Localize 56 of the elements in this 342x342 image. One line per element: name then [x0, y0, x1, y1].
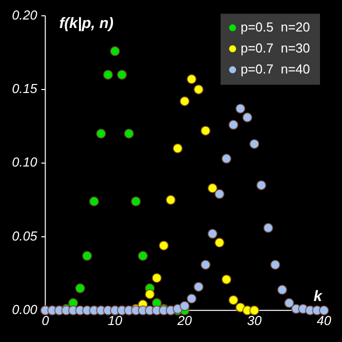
- point: [124, 128, 134, 139]
- point: [194, 84, 204, 94]
- point: [214, 189, 224, 200]
- legend-label: p=0.7 n=40: [240, 61, 310, 76]
- point: [180, 300, 190, 311]
- point: [144, 289, 155, 300]
- legend-label: p=0.5 n=20: [240, 19, 310, 34]
- point: [277, 284, 288, 295]
- y-tick-label: 0.15: [12, 81, 38, 96]
- point: [116, 70, 127, 80]
- y-tick-label: 0.00: [12, 302, 38, 318]
- point: [96, 128, 106, 139]
- point: [319, 305, 329, 316]
- point: [256, 180, 266, 190]
- point: [180, 96, 190, 106]
- point: [249, 305, 260, 316]
- point: [89, 196, 100, 206]
- point: [194, 282, 204, 292]
- x-tick-label: 20: [176, 312, 193, 328]
- point: [208, 228, 218, 239]
- point: [221, 274, 232, 284]
- point: [186, 294, 197, 304]
- point: [103, 70, 114, 80]
- x-axis-title: k: [314, 288, 323, 306]
- legend-label: p=0.7 n=30: [240, 40, 310, 56]
- x-tick-label: 30: [247, 312, 262, 328]
- y-tick-label: 0.10: [12, 154, 38, 170]
- point: [228, 295, 238, 306]
- point: [270, 260, 280, 270]
- x-tick-label: 40: [316, 312, 332, 328]
- x-tick-label: 0: [42, 312, 50, 328]
- y-tick-label: 0.20: [12, 7, 38, 22]
- point: [214, 238, 224, 248]
- point: [200, 126, 211, 136]
- point: [200, 260, 211, 270]
- point: [166, 194, 176, 205]
- point: [221, 154, 232, 164]
- point: [152, 272, 162, 283]
- point: [186, 74, 197, 84]
- point: [263, 222, 274, 233]
- point: [75, 283, 86, 294]
- point: [235, 104, 246, 114]
- point: [284, 298, 294, 308]
- point: [110, 46, 120, 56]
- x-tick-label: 10: [108, 312, 123, 328]
- point: [158, 240, 169, 251]
- point: [82, 250, 92, 261]
- point: [242, 112, 252, 122]
- y-tick-label: 0.05: [12, 228, 38, 244]
- point: [228, 120, 238, 130]
- point: [130, 196, 141, 206]
- point: [249, 138, 260, 149]
- point: [208, 183, 218, 194]
- point: [172, 143, 183, 154]
- y-axis-title: f(k|p, n): [59, 14, 114, 32]
- point: [138, 250, 148, 261]
